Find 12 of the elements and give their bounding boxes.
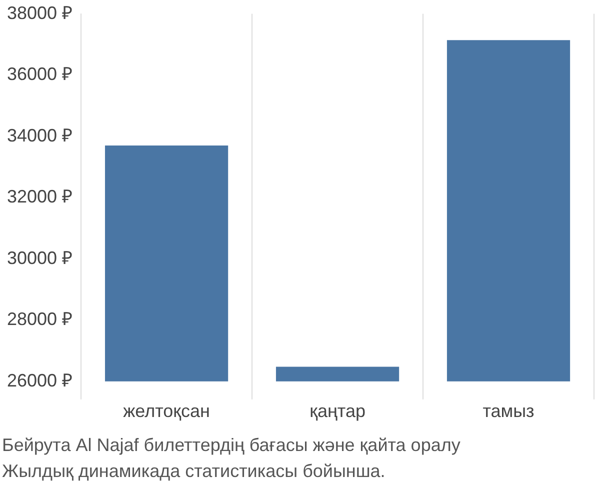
y-tick-label: 38000 ₽ bbox=[6, 2, 72, 23]
y-tick-label: 32000 ₽ bbox=[6, 186, 72, 207]
y-tick-label: 26000 ₽ bbox=[6, 370, 72, 390]
x-tick-label: қаңтар bbox=[310, 401, 366, 422]
x-tick-label: тамыз bbox=[482, 401, 534, 422]
text: Бейрута Al Najaf билеттердің бағасы және қайта оралу bbox=[2, 434, 462, 457]
y-tick-label: 28000 ₽ bbox=[6, 309, 72, 330]
y-tick-label: 34000 ₽ bbox=[6, 125, 72, 146]
y-tick-label: 36000 ₽ bbox=[6, 64, 72, 84]
text: Жылдық динамикада статистикасы бойынша. bbox=[2, 460, 386, 483]
x-tick-label: желтоқсан bbox=[123, 401, 210, 422]
y-tick-label: 30000 ₽ bbox=[6, 248, 72, 268]
